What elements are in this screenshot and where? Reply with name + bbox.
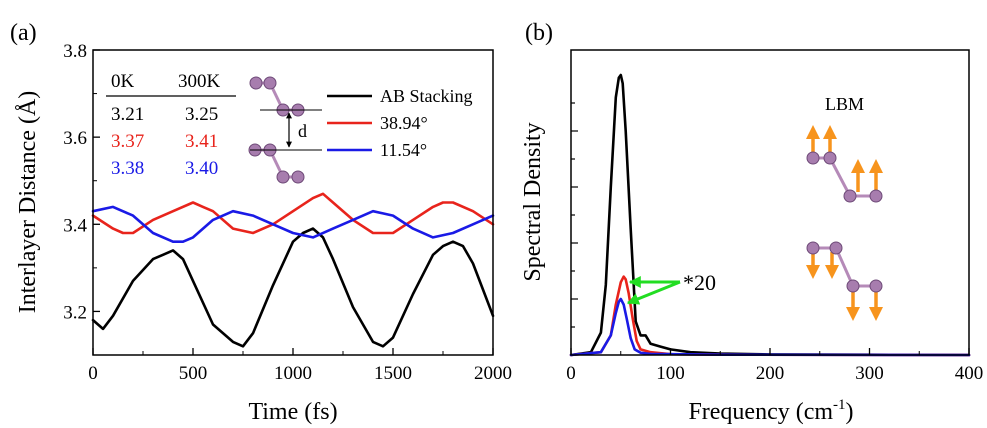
series-line-11-54-a (91, 205, 495, 243)
bilayer-structure-diagram: d (248, 76, 322, 184)
inset-table: 0K 300K 3.21 3.25 3.37 3.41 3.38 3.40 (106, 71, 236, 179)
x-tick-label: 1000 (274, 363, 312, 384)
lbm-mode-diagram: LBM (806, 94, 883, 321)
legend-label-ab: AB Stacking (380, 86, 473, 106)
panel-b-x-axis: 0 100 200 300 400 (566, 348, 983, 384)
table-header-300k: 300K (178, 71, 221, 92)
panel-a-ylabel: Interlayer Distance (Å) (15, 91, 41, 314)
x-tick-label: 200 (756, 363, 785, 384)
scale-arrow-lower (626, 280, 681, 305)
y-tick-label: 3.6 (63, 128, 87, 149)
x-tick-label: 300 (855, 363, 884, 384)
panel-a-xlabel: Time (fs) (248, 399, 337, 425)
series-line-38-94-b (569, 275, 971, 357)
series-line-ab-stacking-b (569, 73, 971, 357)
x-tick-label: 400 (955, 363, 984, 384)
table-row-3894-0k: 3.37 (111, 131, 144, 152)
legend-label-1154: 11.54° (380, 140, 427, 160)
panel-a-legend: AB Stacking 38.94° 11.54° (327, 86, 473, 160)
panel-b-xlabel: Frequency (cm-1) (688, 397, 853, 425)
distance-label-d: d (298, 121, 307, 141)
y-tick-label: 3.4 (63, 215, 87, 236)
x-tick-label: 0 (566, 363, 576, 384)
table-row-1154-300k: 3.40 (185, 158, 218, 179)
series-line-ab-stacking-a (91, 227, 495, 348)
panel-b-series-group (569, 73, 971, 357)
table-row-3894-300k: 3.41 (185, 131, 218, 152)
series-line-11-54-b (569, 297, 971, 357)
panel-a-series-group (91, 192, 495, 348)
panel-b-xlabel-suffix: ) (846, 399, 854, 425)
table-row-ab-300k: 3.25 (185, 104, 218, 125)
panel-b-ylabel: Spectral Density (520, 122, 546, 281)
scale-factor-annotation: *20 (626, 270, 716, 305)
series-line-38-94-a (91, 192, 495, 235)
table-row-ab-0k: 3.21 (111, 104, 144, 125)
panel-a-x-axis: 0 500 1000 1500 2000 (88, 348, 512, 384)
legend-label-3894: 38.94° (380, 113, 428, 133)
panel-label-a: (a) (10, 20, 37, 46)
panel-a: (a) 0 500 1000 1500 2000 3.2 3.4 3.6 3.8 Time (… (10, 20, 512, 425)
panel-b: (b) 0 100 200 300 400 Frequency (cm-1) Spect… (520, 20, 983, 425)
panel-a-y-axis: 3.2 3.4 3.6 3.8 (63, 41, 100, 323)
panel-label-b: (b) (525, 20, 553, 46)
scale-factor-label: *20 (683, 270, 716, 295)
panel-b-xlabel-main: Frequency (cm (688, 399, 833, 425)
table-row-1154-0k: 3.38 (111, 158, 144, 179)
x-tick-label: 500 (179, 363, 208, 384)
x-tick-label: 0 (88, 363, 98, 384)
x-tick-label: 1500 (374, 363, 412, 384)
y-tick-label: 3.2 (63, 302, 87, 323)
y-tick-label: 3.8 (63, 41, 87, 62)
x-tick-label: 2000 (474, 363, 512, 384)
panel-b-y-axis (571, 102, 578, 328)
x-tick-label: 100 (656, 363, 685, 384)
lbm-label: LBM (825, 94, 864, 114)
table-header-0k: 0K (111, 71, 135, 92)
panel-b-xlabel-superscript: -1 (833, 397, 846, 413)
